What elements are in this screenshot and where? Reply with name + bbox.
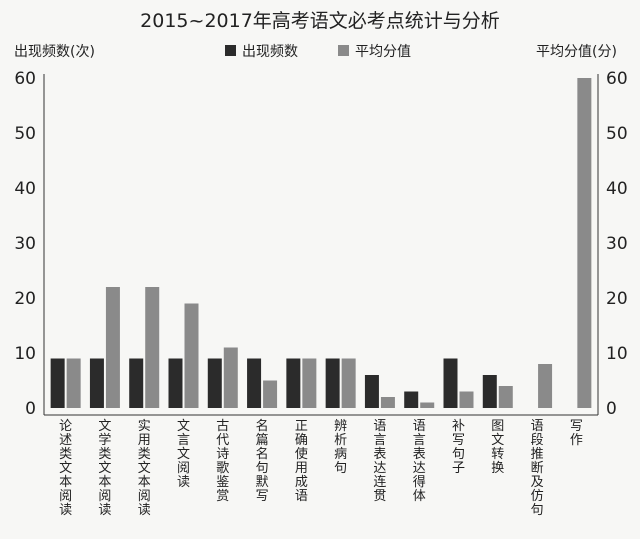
category-label: 写作 <box>570 419 583 448</box>
bar-frequency <box>207 358 222 408</box>
bar-average <box>420 402 435 408</box>
bar-frequency <box>50 358 65 408</box>
bar-frequency <box>404 391 419 408</box>
bar-frequency <box>129 358 144 408</box>
category-label: 语言表达得体 <box>413 419 426 504</box>
left-tick-label: 50 <box>14 124 36 144</box>
left-tick-label: 40 <box>14 179 36 199</box>
category-label: 正确使用成语 <box>295 419 308 504</box>
bar-frequency <box>364 375 379 408</box>
right-tick-label: 40 <box>606 179 628 199</box>
bar-frequency <box>89 358 104 408</box>
left-axis-title: 出现频数(次) <box>14 44 95 60</box>
category-label: 语言表达连贯 <box>373 419 386 504</box>
bar-average <box>577 78 592 408</box>
bar-average <box>66 358 81 408</box>
category-label: 文学类文本阅读 <box>98 419 111 518</box>
left-tick-label: 20 <box>14 289 36 309</box>
category-label: 文言文阅读 <box>177 419 190 490</box>
category-label: 古代诗歌鉴赏 <box>216 419 229 504</box>
bar-average <box>184 303 199 408</box>
bar-frequency <box>325 358 340 408</box>
bar-frequency <box>247 358 262 408</box>
bar-frequency <box>443 358 458 408</box>
right-tick-label: 50 <box>606 124 628 144</box>
bar-average <box>380 397 395 408</box>
legend-label-frequency: 出现频数 <box>242 44 298 60</box>
bar-average <box>341 358 356 408</box>
category-label: 实用类文本阅读 <box>138 419 151 518</box>
right-ticks: 0 10 20 30 40 50 60 <box>606 69 628 419</box>
bar-average <box>223 347 238 408</box>
bar-average <box>498 386 513 408</box>
bar-frequency <box>482 375 497 408</box>
right-tick-label: 30 <box>606 234 628 254</box>
right-tick-label: 60 <box>606 69 628 89</box>
left-tick-label: 10 <box>14 344 36 364</box>
legend: 出现频数 平均分值 <box>225 44 411 60</box>
left-ticks: 0 10 20 30 40 50 60 <box>14 69 36 419</box>
chart-title: 2015~2017年高考语文必考点统计与分析 <box>140 10 500 32</box>
category-label: 论述类文本阅读 <box>59 419 72 518</box>
category-label: 语段推断及仿句 <box>531 419 544 518</box>
bar-average <box>459 391 474 408</box>
bar-average <box>105 287 120 408</box>
category-labels: 论述类文本阅读 文学类文本阅读 实用类文本阅读 文言文阅读 古代诗歌鉴赏 名篇名句默写 正确… <box>59 418 583 518</box>
right-tick-label: 10 <box>606 344 628 364</box>
category-label: 补写句子 <box>452 419 465 476</box>
right-tick-label: 0 <box>606 399 617 419</box>
left-tick-label: 30 <box>14 234 36 254</box>
bar-average <box>538 364 553 408</box>
legend-swatch-frequency <box>225 45 236 56</box>
right-tick-label: 20 <box>606 289 628 309</box>
legend-swatch-average <box>338 45 349 56</box>
left-tick-label: 60 <box>14 69 36 89</box>
category-label: 辨析病句 <box>334 419 347 476</box>
left-tick-label: 0 <box>25 399 36 419</box>
bars <box>50 78 592 408</box>
legend-label-average: 平均分值 <box>355 44 411 60</box>
bar-average <box>263 380 278 408</box>
category-label: 图文转换 <box>491 419 504 476</box>
bar-average <box>302 358 317 408</box>
right-axis-title: 平均分值(分) <box>536 44 617 60</box>
bar-frequency <box>168 358 183 408</box>
category-label: 名篇名句默写 <box>256 418 269 504</box>
bar-average <box>145 287 160 408</box>
bar-frequency <box>286 358 301 408</box>
